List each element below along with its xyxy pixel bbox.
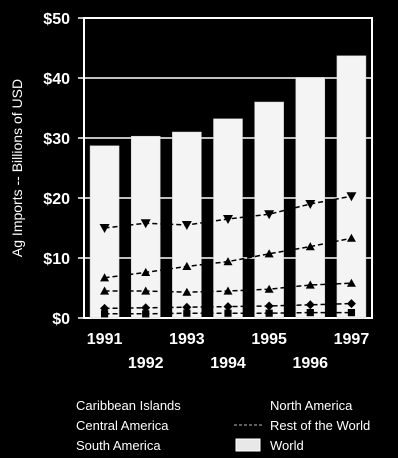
point-south-america-1997: [346, 278, 356, 287]
point-rest-of-the-world-1996: [305, 200, 316, 209]
point-central-america-1997: [346, 299, 356, 309]
point-south-america-1995: [264, 284, 274, 293]
x-tick-label: 1991: [87, 331, 123, 348]
point-caribbean-islands-1995: [265, 309, 273, 317]
point-south-america-1994: [223, 286, 233, 295]
point-central-america-1992: [141, 303, 151, 313]
y-tick-label: $30: [43, 131, 70, 148]
point-central-america-1993: [182, 302, 192, 312]
point-rest-of-the-world-1995: [264, 210, 275, 220]
point-central-america-1995: [264, 301, 274, 311]
x-tick-label: 1993: [169, 331, 205, 348]
legend-item-central-america: Central America: [76, 418, 169, 433]
bar-world-1996: [295, 77, 326, 319]
plot-area: $0 $10 $20 $30 $40 $50 1991 1992 1993 1994 1995 199…: [43, 11, 373, 372]
x-tick-label: 1996: [292, 355, 328, 372]
x-tick-label: 1992: [128, 355, 164, 372]
point-north-america-1996: [305, 242, 315, 251]
point-caribbean-islands-1996: [306, 309, 314, 317]
point-caribbean-islands-1994: [224, 309, 232, 317]
legend-item-rest-of-the-world: Rest of the World: [270, 418, 370, 433]
point-north-america-1995: [264, 249, 274, 258]
legend-item-north-america: North America: [270, 398, 353, 413]
y-tick-label: $0: [52, 311, 70, 328]
point-north-america-1993: [182, 261, 192, 270]
bar-world-1997: [336, 55, 367, 319]
y-tick-label: $20: [43, 191, 70, 208]
point-caribbean-islands-1997: [347, 309, 356, 317]
x-tick-label: 1995: [251, 331, 287, 348]
point-north-america-1997: [346, 233, 356, 242]
point-south-america-1991: [100, 286, 110, 295]
point-central-america-1996: [305, 300, 315, 310]
point-caribbean-islands-1991: [100, 310, 109, 318]
legend-item-caribbean-islands: Caribbean Islands: [76, 398, 181, 413]
point-south-america-1992: [141, 286, 151, 295]
point-rest-of-the-world-1991: [99, 224, 110, 233]
point-rest-of-the-world-1992: [140, 219, 151, 229]
point-north-america-1991: [100, 273, 110, 282]
x-tick-label: 1997: [334, 331, 370, 348]
bar-world-1995: [254, 101, 284, 319]
point-central-america-1994: [223, 302, 233, 312]
point-caribbean-islands-1993: [183, 309, 191, 317]
y-tick-label: $50: [43, 11, 70, 28]
point-rest-of-the-world-1994: [223, 215, 233, 224]
legend-swatch-world: [235, 438, 261, 452]
point-north-america-1994: [223, 257, 233, 266]
y-tick-label: $10: [43, 251, 70, 268]
legend-item-world: World: [270, 438, 304, 453]
point-rest-of-the-world-1997: [346, 192, 357, 202]
legend: Caribbean Islands North America Central Am…: [76, 398, 370, 453]
point-south-america-1996: [305, 280, 315, 289]
x-tick-label: 1994: [210, 355, 246, 372]
y-axis-label: Ag Imports -- Billions of USD: [9, 79, 25, 257]
point-caribbean-islands-1992: [142, 310, 150, 318]
point-rest-of-the-world-1993: [181, 221, 192, 230]
point-north-america-1992: [141, 267, 151, 276]
y-tick-label: $40: [43, 71, 70, 88]
point-south-america-1993: [182, 287, 192, 296]
legend-item-south-america: South America: [76, 438, 161, 453]
